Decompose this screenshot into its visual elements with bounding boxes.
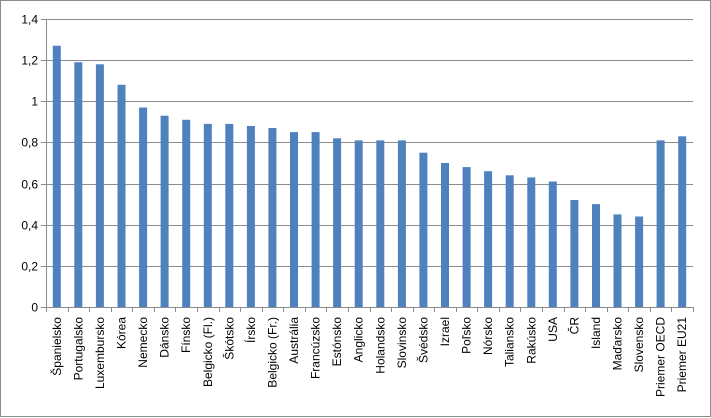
category-label: Maďarsko (611, 317, 625, 371)
bar (182, 119, 191, 307)
category-label: USA (546, 317, 560, 342)
bar (333, 138, 342, 307)
category-label: Holandsko (373, 317, 387, 374)
bar (527, 177, 536, 307)
bar (354, 140, 363, 307)
bar (635, 216, 644, 307)
category-label: Island (589, 317, 603, 349)
category-label: Dánsko (158, 317, 172, 358)
bar (160, 115, 169, 307)
category-label: Belgicko (Fr.) (265, 317, 279, 388)
category-label: Španielsko (49, 317, 64, 376)
bar (225, 123, 234, 308)
y-tick-label: 1,2 (21, 54, 38, 68)
category-label: Priemer OECD (654, 317, 668, 397)
bar (376, 140, 385, 307)
bar (592, 204, 600, 307)
bar (95, 64, 104, 307)
bar (203, 123, 212, 308)
category-label: Portugalsko (71, 317, 85, 381)
category-label: Rakúsko (524, 317, 538, 364)
bar (613, 214, 622, 307)
category-labels: Španielsko Portugalsko Luxembursko Kórea Nem… (49, 317, 689, 397)
category-label: Austrália (287, 317, 301, 364)
bar (311, 132, 320, 307)
bar (505, 175, 514, 307)
y-tick-label: 1 (31, 95, 38, 109)
category-label: Fínsko (179, 317, 193, 353)
category-label: Slovinsko (395, 317, 409, 369)
category-label: Izrael (438, 317, 452, 346)
axes (41, 19, 694, 312)
bar (117, 84, 126, 307)
bar (139, 107, 148, 307)
category-label: Nórsko (481, 317, 495, 355)
bar (441, 163, 449, 307)
bar (74, 62, 83, 308)
category-label: Poľsko (460, 317, 474, 354)
category-label: Priemer EU21 (675, 317, 689, 393)
bar (570, 200, 579, 307)
y-tick-labels: 0 0,2 0,4 0,6 0,8 1 1,2 1,4 (21, 13, 38, 315)
bar (397, 140, 406, 307)
bar (268, 128, 277, 307)
bar (462, 167, 471, 307)
bar (290, 132, 298, 307)
bar (484, 171, 493, 307)
category-label: Nemecko (136, 317, 150, 368)
bar (52, 45, 61, 307)
category-label: Írsko (243, 317, 258, 343)
bar (548, 181, 557, 307)
category-label: Švédsko (415, 317, 430, 363)
bar (246, 126, 255, 307)
y-tick-label: 0 (31, 301, 38, 315)
category-label: Kórea (115, 317, 129, 349)
category-label: Estónsko (330, 317, 344, 367)
bar (678, 136, 687, 307)
category-label: Anglicko (352, 317, 366, 363)
category-label: Taliansko (503, 317, 517, 367)
y-tick-label: 1,4 (21, 13, 38, 27)
gridlines (46, 19, 693, 267)
y-tick-label: 0,4 (21, 219, 38, 233)
category-label: Slovensko (632, 317, 646, 373)
category-label: Francúzsko (309, 317, 323, 379)
y-tick-label: 0,2 (21, 260, 38, 274)
bar (656, 140, 665, 307)
category-label: Luxembursko (93, 317, 107, 389)
category-label: ČR (566, 317, 581, 335)
y-tick-label: 0,6 (21, 178, 38, 192)
bar (419, 152, 428, 307)
category-label: Škótsko (221, 317, 236, 360)
category-label: Belgicko (Fl.) (201, 317, 215, 387)
y-tick-label: 0,8 (21, 136, 38, 150)
bars (52, 45, 687, 308)
